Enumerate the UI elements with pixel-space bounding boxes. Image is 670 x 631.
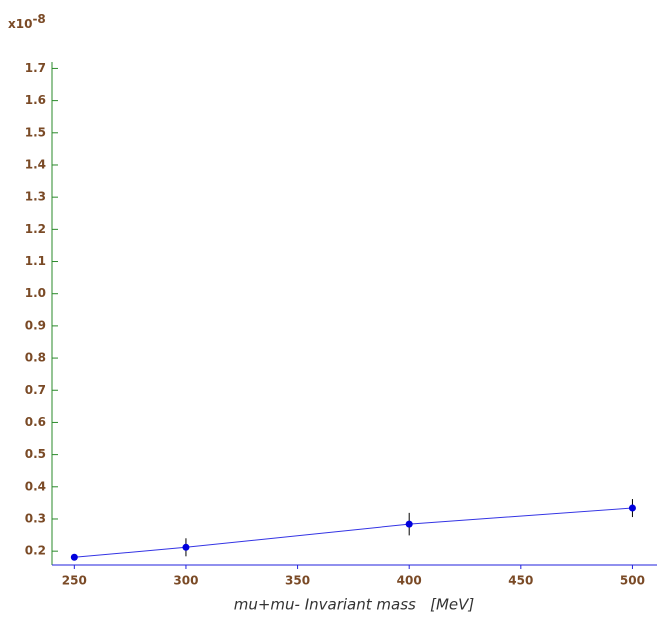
y-tick-label: 1.2 xyxy=(25,222,46,236)
x-tick-label: 350 xyxy=(285,574,310,588)
y-tick-label: 0.8 xyxy=(25,351,46,365)
y-tick-label: 1.1 xyxy=(25,254,46,268)
data-line xyxy=(74,507,633,558)
y-tick-label: 0.4 xyxy=(25,479,46,493)
y-tick-label: 1.0 xyxy=(25,286,46,300)
scale-label: x10-8 xyxy=(8,12,46,31)
x-tick-label: 400 xyxy=(397,574,422,588)
y-tick-label: 0.7 xyxy=(25,383,46,397)
y-tick-label: 0.2 xyxy=(25,544,46,558)
y-tick-label: 0.3 xyxy=(25,511,46,525)
x-tick-label: 450 xyxy=(508,574,533,588)
data-point xyxy=(182,543,190,551)
x-tick-label: 250 xyxy=(62,574,87,588)
y-tick-label: 1.4 xyxy=(25,157,46,171)
y-tick-label: 0.5 xyxy=(25,447,46,461)
data-point xyxy=(628,504,636,512)
y-tick-label: 1.7 xyxy=(25,61,46,75)
x-axis-label: mu+mu- Invariant mass [MeV] xyxy=(234,596,475,614)
y-tick-label: 0.6 xyxy=(25,415,46,429)
y-tick-label: 1.3 xyxy=(25,190,46,204)
y-tick-label: 1.6 xyxy=(25,93,46,107)
scale-exponent: -8 xyxy=(32,12,45,26)
scale-base: x10 xyxy=(8,17,32,31)
x-tick-label: 300 xyxy=(173,574,198,588)
y-tick-label: 1.5 xyxy=(25,125,46,139)
data-point xyxy=(70,553,78,561)
data-point xyxy=(405,520,413,528)
x-tick-label: 500 xyxy=(620,574,645,588)
y-tick-label: 0.9 xyxy=(25,318,46,332)
